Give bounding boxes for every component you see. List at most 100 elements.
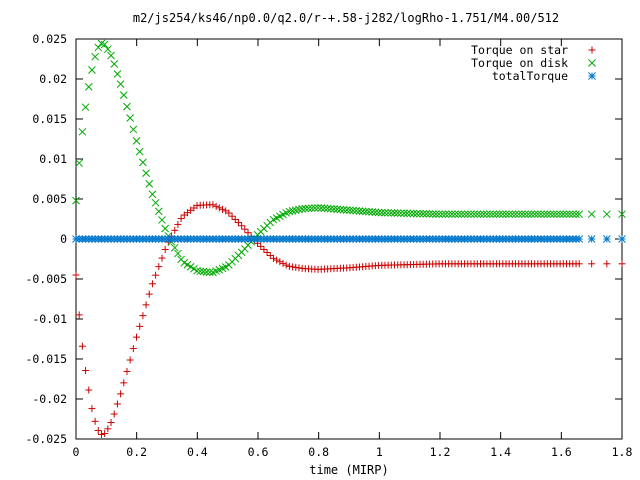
data-point	[116, 80, 125, 88]
data-point	[435, 210, 443, 219]
data-point	[492, 210, 501, 219]
x-axis: 0 0.2 0.4 0.6 0.8 1 1.2 1.4 1.6 1.8	[73, 39, 632, 459]
data-point	[361, 207, 370, 216]
data-point	[228, 212, 236, 220]
data-point	[266, 251, 274, 259]
data-point	[142, 301, 150, 309]
x-tick-label: 1.4	[490, 445, 511, 459]
data-point	[527, 210, 536, 219]
data-point	[84, 82, 93, 91]
data-point	[129, 345, 137, 353]
data-point	[505, 210, 514, 219]
data-point	[518, 210, 526, 219]
data-point	[152, 271, 160, 279]
data-point	[432, 210, 440, 218]
series-torque-on-disk	[72, 39, 626, 277]
data-point	[113, 70, 122, 78]
data-point	[470, 210, 478, 219]
data-point	[498, 210, 507, 219]
data-point	[314, 203, 322, 212]
data-point	[113, 400, 121, 408]
data-point	[88, 66, 96, 74]
data-point	[572, 210, 580, 219]
data-point	[333, 205, 342, 214]
x-tick-label: 1.2	[430, 445, 451, 459]
legend-label: Torque on star	[471, 43, 568, 57]
data-point	[447, 210, 456, 219]
data-point	[75, 159, 84, 167]
data-point	[358, 207, 367, 216]
data-point	[219, 205, 227, 213]
data-point	[521, 210, 529, 219]
data-point	[97, 431, 105, 439]
data-point	[238, 222, 246, 230]
data-point	[285, 262, 293, 270]
data-point	[135, 147, 144, 156]
data-point	[91, 52, 99, 61]
data-point	[276, 258, 284, 266]
data-point	[533, 210, 542, 219]
data-point	[387, 209, 396, 217]
data-point	[225, 209, 233, 217]
data-point	[193, 266, 201, 275]
data-point	[575, 260, 583, 268]
data-point	[602, 210, 611, 219]
data-point	[78, 127, 87, 136]
y-tick-label: 0	[60, 232, 67, 246]
data-point	[524, 210, 533, 219]
data-point	[279, 259, 287, 267]
data-point	[565, 210, 574, 219]
data-point	[451, 210, 459, 219]
data-point	[346, 206, 354, 215]
data-point	[145, 180, 154, 188]
data-point	[486, 210, 494, 219]
x-tick-label: 0.2	[126, 445, 147, 459]
data-point	[339, 205, 348, 214]
y-tick-label: -0.005	[25, 272, 67, 286]
data-point	[546, 210, 555, 219]
legend-marker	[588, 72, 596, 80]
data-point	[556, 210, 564, 219]
data-point	[602, 235, 611, 243]
data-point	[511, 210, 520, 219]
data-point	[406, 209, 415, 218]
data-point	[562, 210, 571, 219]
data-point	[110, 60, 119, 68]
data-point	[282, 261, 290, 269]
data-point	[425, 210, 434, 218]
data-point	[155, 263, 163, 271]
y-tick-label: -0.01	[32, 312, 67, 326]
data-point	[416, 209, 424, 218]
data-point	[82, 367, 90, 375]
data-point	[126, 114, 134, 122]
data-point	[171, 226, 179, 234]
data-point	[559, 210, 568, 219]
data-point	[438, 210, 447, 219]
legend-label: Torque on disk	[471, 56, 568, 70]
data-point	[457, 210, 466, 219]
data-point	[154, 207, 163, 216]
y-tick-label: -0.02	[32, 392, 67, 406]
data-point	[301, 204, 310, 213]
data-point	[428, 210, 437, 218]
data-point	[575, 235, 584, 243]
data-point	[215, 204, 223, 212]
data-point	[588, 260, 596, 268]
data-point	[476, 210, 485, 219]
chart-title: m2/js254/ks46/np0.0/q2.0/r-+.58-j282/log…	[133, 11, 559, 25]
data-point	[75, 311, 83, 319]
data-point	[234, 219, 242, 227]
data-point	[569, 210, 577, 219]
data-point	[269, 254, 277, 262]
data-point	[205, 268, 214, 277]
data-point	[133, 333, 141, 341]
data-point	[352, 206, 361, 215]
data-point	[120, 379, 128, 387]
data-point	[119, 91, 128, 100]
data-point	[374, 208, 383, 217]
data-point	[142, 169, 150, 177]
data-point	[508, 210, 517, 219]
data-point	[317, 204, 326, 212]
data-point	[377, 208, 386, 217]
data-point	[161, 224, 170, 233]
